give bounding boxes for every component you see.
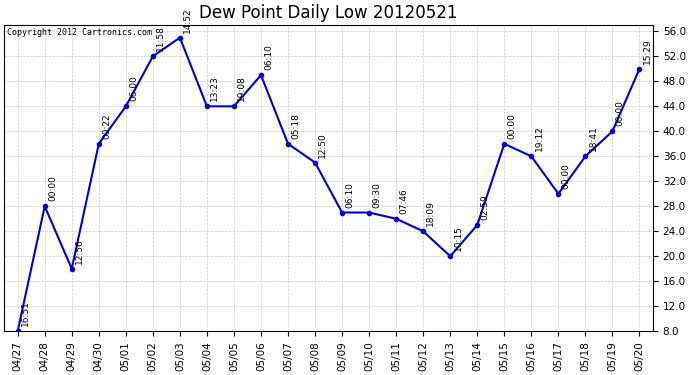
Text: 06:10: 06:10 [345, 182, 355, 207]
Text: 06:10: 06:10 [264, 44, 273, 70]
Text: 00:00: 00:00 [48, 176, 57, 201]
Text: 11:58: 11:58 [156, 26, 165, 51]
Text: 18:09: 18:09 [426, 200, 435, 226]
Title: Dew Point Daily Low 20120521: Dew Point Daily Low 20120521 [199, 4, 458, 22]
Text: 00:00: 00:00 [562, 163, 571, 189]
Text: 00:22: 00:22 [102, 113, 111, 139]
Text: 19:12: 19:12 [535, 126, 544, 151]
Text: 15:29: 15:29 [642, 38, 652, 64]
Text: 00:00: 00:00 [508, 113, 517, 139]
Text: 19:08: 19:08 [237, 75, 246, 101]
Text: 05:18: 05:18 [291, 113, 300, 139]
Text: 00:00: 00:00 [615, 100, 624, 126]
Text: Copyright 2012 Cartronics.com: Copyright 2012 Cartronics.com [8, 28, 152, 37]
Text: 12:50: 12:50 [318, 132, 327, 158]
Text: 02:59: 02:59 [480, 194, 489, 220]
Text: 12:56: 12:56 [75, 238, 84, 264]
Text: 09:30: 09:30 [373, 182, 382, 207]
Text: 16:51: 16:51 [21, 300, 30, 326]
Text: 18:41: 18:41 [589, 126, 598, 151]
Text: 13:23: 13:23 [210, 76, 219, 101]
Text: 10:15: 10:15 [453, 225, 462, 251]
Text: 07:46: 07:46 [400, 188, 408, 214]
Text: 06:00: 06:00 [129, 75, 138, 101]
Text: 14:52: 14:52 [183, 7, 192, 33]
